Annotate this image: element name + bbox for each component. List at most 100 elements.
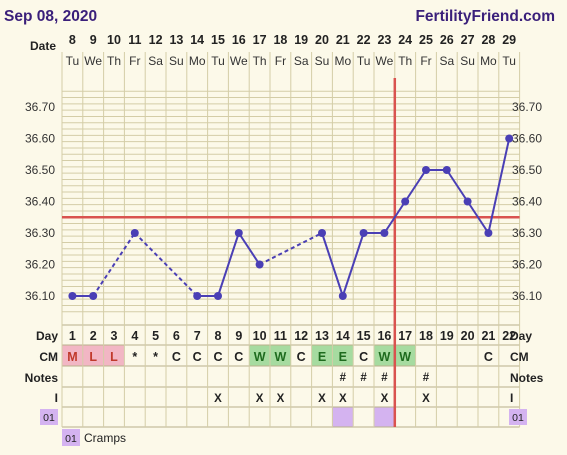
legend-code: 01 (65, 433, 77, 445)
site-name: FertilityFriend.com (415, 8, 555, 25)
custom-label-left: 01 (43, 412, 55, 424)
weekday-label: We (230, 54, 248, 68)
y-tick-label-right: 36.40 (512, 195, 542, 209)
custom-badge-left (40, 409, 58, 425)
date-label: 19 (294, 33, 308, 47)
row-label-left: Day (36, 329, 58, 343)
cycle-day: 12 (294, 329, 308, 343)
row-label-right: Notes (510, 371, 544, 385)
info-rows: 1 2 3 4 5 6 7 8 9 10 11 12 13 14 15 16 17 18 19 20 21 22M L L * *… (67, 329, 516, 405)
date-label: 28 (481, 33, 495, 47)
cycle-day: 15 (357, 329, 371, 343)
cm-value: C (193, 350, 202, 364)
weekday-label: Sa (439, 54, 454, 68)
temperature-point (214, 292, 222, 300)
weekday-label: Tu (357, 54, 371, 68)
cm-value: W (399, 350, 411, 364)
cm-value: C (359, 350, 368, 364)
y-tick-label-left: 36.30 (25, 226, 55, 240)
date-label: 16 (232, 33, 246, 47)
weekday-label: Tu (211, 54, 225, 68)
cycle-day: 10 (253, 329, 267, 343)
cycle-day: 2 (90, 329, 97, 343)
cm-value: C (234, 350, 243, 364)
grid (61, 52, 521, 428)
cycle-day: 13 (315, 329, 329, 343)
weekday-label: Su (460, 54, 475, 68)
intercourse-mark: X (277, 393, 285, 405)
temperature-segment (466, 200, 490, 234)
weekday-label: Th (398, 54, 412, 68)
cm-cell-bg (374, 345, 395, 366)
weekday-label: Mo (189, 54, 206, 68)
date-label: 12 (149, 33, 163, 47)
cm-cell-bg (270, 345, 291, 366)
temperature-segment (383, 200, 407, 234)
cycle-day: 11 (274, 329, 287, 343)
chart-date: Sep 08, 2020 (4, 8, 97, 25)
date-label: 24 (398, 33, 412, 47)
cycle-day: 19 (440, 329, 454, 343)
y-tick-label-right: 36.30 (512, 226, 542, 240)
date-label: 26 (440, 33, 454, 47)
date-label: 8 (69, 33, 76, 47)
y-tick-label-left: 36.50 (25, 163, 55, 177)
cycle-day: 20 (461, 329, 475, 343)
temperature-point (359, 229, 368, 237)
cycle-day: 6 (173, 329, 180, 343)
date-label: 27 (461, 33, 475, 47)
date-label: 17 (253, 33, 267, 47)
temperature-point (380, 229, 389, 237)
temperature-point (234, 229, 243, 237)
weekday-label: Su (315, 54, 330, 68)
custom-cell-bg (332, 407, 354, 427)
cycle-day: 7 (194, 329, 201, 343)
date-label: 11 (128, 33, 141, 47)
custom-label-right: 01 (512, 412, 524, 424)
intercourse-mark: X (422, 393, 430, 405)
temperature-point (193, 292, 202, 300)
row-label-right: CM (510, 350, 529, 364)
series-lines (62, 78, 520, 427)
y-tick-label-right: 36.50 (512, 163, 542, 177)
y-tick-label-left: 36.20 (25, 258, 55, 272)
y-tick-label-left: 36.40 (25, 195, 55, 209)
cycle-day: 9 (235, 329, 242, 343)
cycle-day: 1 (69, 329, 76, 343)
temperature-segment (134, 232, 198, 297)
temperature-point (484, 229, 493, 237)
temperature-segment (237, 232, 261, 266)
cm-value: L (110, 350, 118, 364)
notes-mark: # (360, 372, 367, 384)
intercourse-mark: X (381, 393, 389, 405)
cm-value: E (339, 350, 347, 364)
cm-value: M (67, 350, 77, 364)
y-tick-label-right: 36.10 (512, 289, 542, 303)
date-label: 14 (190, 33, 204, 47)
cycle-day: 14 (336, 329, 350, 343)
cm-value: * (153, 350, 158, 364)
cm-value: W (378, 350, 390, 364)
axis-labels: Date 8 9 10 11 12 13 14 15 16 17 18 19 20 21 22 23 24 25 26… (25, 33, 544, 425)
row-label-left: Notes (25, 371, 59, 385)
cm-value: C (297, 350, 306, 364)
cm-value: L (89, 350, 97, 364)
temperature-segment (259, 232, 323, 266)
series-points (68, 134, 514, 300)
temperature-segment (217, 232, 240, 297)
cycle-day: 4 (131, 329, 138, 343)
weekday-label: Mo (480, 54, 497, 68)
temperature-point (318, 229, 326, 237)
date-label: 18 (273, 33, 287, 47)
cm-value: W (254, 350, 266, 364)
weekday-label: Fr (420, 54, 431, 68)
weekday-label: Tu (502, 54, 516, 68)
cycle-day: 21 (481, 329, 495, 343)
weekday-label: Th (253, 54, 267, 68)
date-label: 21 (336, 33, 350, 47)
intercourse-mark: X (339, 393, 347, 405)
weekday-label: Sa (148, 54, 163, 68)
cycle-day: 16 (377, 329, 391, 343)
cm-value: * (132, 350, 137, 364)
